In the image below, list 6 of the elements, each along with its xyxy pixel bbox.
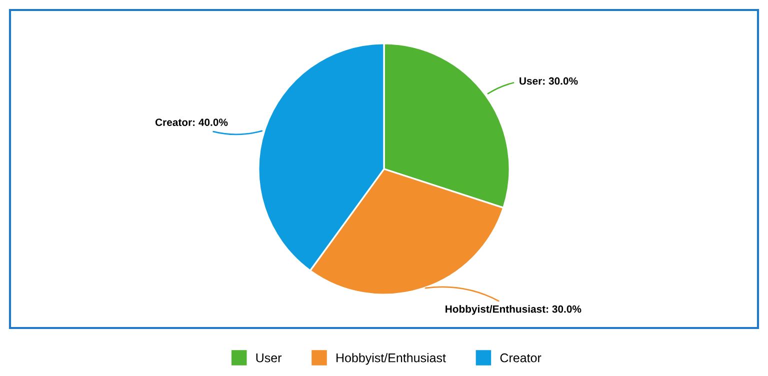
data-label: Hobbyist/Enthusiast: 30.0%: [446, 305, 582, 315]
data-label: User: 30.0%: [520, 77, 578, 85]
legend-label: Creator: [500, 353, 542, 362]
data-label: Creator: 40.0%: [155, 118, 228, 126]
legend-label: User: [256, 354, 282, 362]
legend-label: Hobbyist/Enthusiast: [336, 353, 446, 365]
